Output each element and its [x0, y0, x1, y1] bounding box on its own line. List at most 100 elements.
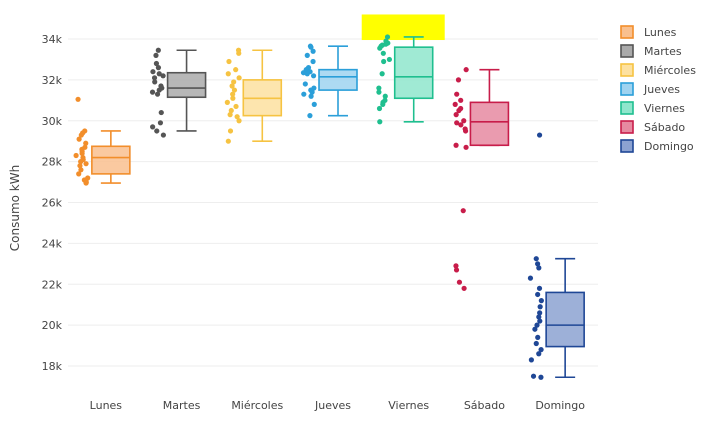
data-point	[456, 279, 463, 285]
data-point	[83, 161, 89, 167]
box-group-jueves	[300, 43, 358, 119]
data-point	[157, 120, 164, 126]
data-point	[233, 67, 239, 73]
plot-area	[73, 34, 585, 380]
data-point	[236, 75, 242, 81]
data-point	[153, 52, 159, 58]
data-point	[462, 128, 469, 134]
data-point	[527, 275, 534, 281]
data-point	[458, 97, 464, 103]
data-point	[453, 267, 460, 273]
data-point	[536, 132, 543, 138]
data-point	[229, 83, 235, 89]
data-point	[224, 99, 230, 105]
data-point	[79, 150, 85, 157]
legend-item-martes[interactable]: Martes	[620, 44, 682, 58]
data-point	[227, 112, 233, 118]
data-point	[535, 334, 541, 340]
data-point	[536, 351, 542, 357]
box-group-miércoles	[224, 47, 283, 144]
box	[166, 71, 207, 99]
y-tick-label: 20k	[42, 319, 63, 332]
data-point	[538, 374, 544, 380]
box-group-sábado	[452, 67, 510, 291]
y-tick-label: 32k	[42, 74, 63, 87]
data-point	[308, 44, 314, 50]
data-point	[153, 60, 160, 67]
data-point	[461, 285, 467, 291]
data-point	[380, 101, 386, 107]
data-point	[535, 261, 541, 267]
data-point	[304, 52, 310, 58]
data-point	[532, 326, 538, 332]
data-point	[160, 73, 166, 79]
data-point	[537, 318, 543, 324]
y-tick-label: 28k	[42, 156, 63, 169]
data-point	[231, 79, 237, 85]
data-point	[227, 128, 234, 134]
legend-item-jueves[interactable]: Jueves	[620, 82, 680, 96]
legend-label: Martes	[644, 45, 682, 58]
data-point	[528, 357, 534, 363]
x-tick-label: Viernes	[388, 399, 429, 412]
legend-swatch	[620, 139, 634, 153]
data-point	[463, 67, 469, 73]
data-point	[380, 50, 386, 56]
data-point	[454, 120, 460, 126]
data-point	[456, 107, 462, 114]
data-point	[154, 128, 160, 134]
data-point	[461, 118, 467, 124]
x-tick-label: Miércoles	[231, 399, 283, 412]
y-tick-label: 22k	[42, 278, 63, 291]
legend-swatch	[620, 120, 634, 134]
box	[545, 291, 585, 348]
legend-item-lunes[interactable]: Lunes	[620, 25, 677, 39]
data-point	[310, 48, 316, 54]
data-point	[155, 47, 161, 53]
legend-item-sábado[interactable]: Sábado	[620, 120, 685, 134]
legend[interactable]: Lunes Martes Miércoles Jueves Viernes Sábado D…	[620, 25, 696, 153]
data-point	[78, 132, 84, 138]
box-group-domingo	[527, 132, 585, 380]
data-point	[83, 180, 89, 186]
box	[393, 46, 434, 100]
x-tick-label: Jueves	[314, 399, 351, 412]
data-point	[452, 101, 458, 107]
data-point	[381, 58, 387, 65]
legend-item-viernes[interactable]: Viernes	[620, 101, 685, 115]
data-point	[310, 58, 316, 65]
data-point	[384, 34, 391, 40]
legend-item-miércoles[interactable]: Miércoles	[620, 63, 696, 77]
data-point	[149, 89, 156, 95]
data-point	[225, 71, 231, 77]
data-point	[458, 122, 464, 128]
legend-label: Viernes	[644, 102, 685, 115]
legend-swatch	[620, 44, 634, 58]
data-point	[309, 89, 315, 95]
data-point	[152, 79, 158, 85]
data-point	[534, 322, 540, 328]
data-point	[230, 91, 236, 97]
legend-swatch	[620, 82, 634, 96]
legend-item-domingo[interactable]: Domingo	[620, 139, 694, 153]
data-point	[537, 310, 543, 316]
data-point	[454, 91, 460, 97]
data-point	[78, 167, 84, 173]
box	[469, 101, 510, 147]
y-axis-title: Consumo kWh	[8, 165, 22, 251]
data-point	[311, 101, 317, 107]
box	[318, 68, 358, 91]
legend-label: Jueves	[643, 83, 680, 96]
box-group-lunes	[73, 96, 131, 186]
data-point	[453, 142, 459, 148]
gridlines	[68, 38, 598, 367]
data-point	[537, 304, 543, 310]
x-tick-label: Domingo	[535, 399, 585, 412]
legend-swatch	[620, 101, 634, 115]
data-point	[233, 103, 239, 110]
legend-label: Domingo	[644, 140, 694, 153]
data-point	[536, 285, 543, 291]
highlight-rect	[361, 14, 445, 41]
y-tick-label: 26k	[42, 197, 63, 210]
